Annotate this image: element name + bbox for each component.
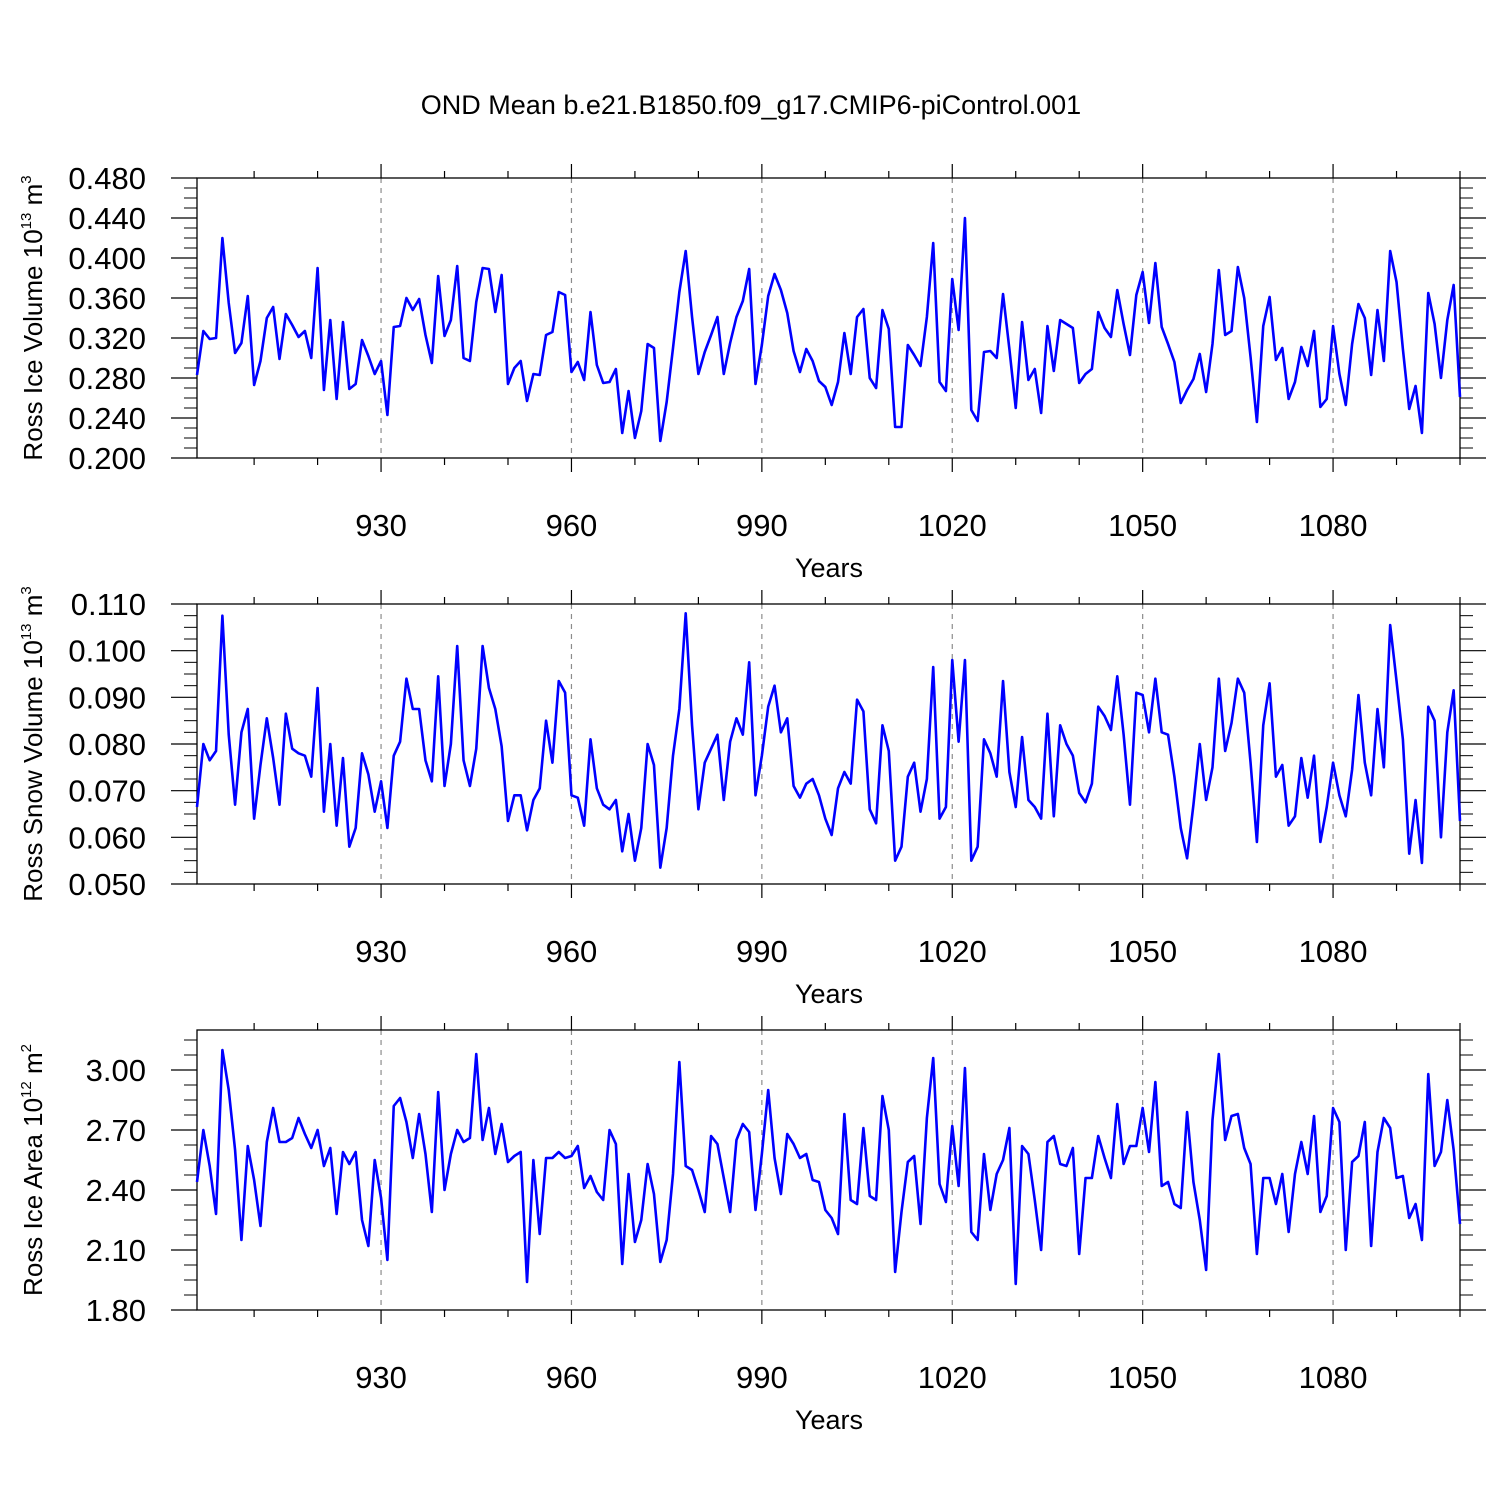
y-tick-label: 0.480 [68, 161, 146, 196]
y-axis-label: Ross Ice Volume 1013 m3 [18, 175, 48, 460]
ice-area-panel: 1.80 2.10 2.40 2.70 3.00 930 960 990 1020 1050 108… [18, 1016, 1486, 1435]
ice-volume-panel: 0.200 0.240 0.280 0.320 0.360 0.400 0.440 0.480… [18, 161, 1486, 583]
x-tick-label: 930 [355, 934, 407, 969]
y-tick-label: 0.280 [68, 361, 146, 396]
x-tick-label: 960 [546, 934, 598, 969]
x-tick-label: 960 [546, 508, 598, 543]
x-tick-label: 1020 [918, 934, 987, 969]
y-tick-label: 2.10 [86, 1233, 146, 1268]
chart-panels: 0.200 0.240 0.280 0.320 0.360 0.400 0.440 0.480… [18, 161, 1486, 1435]
y-tick-label: 0.080 [68, 727, 146, 762]
x-tick-label: 1020 [918, 1360, 987, 1395]
x-tick-label: 1080 [1299, 1360, 1368, 1395]
y-axis-label: Ross Ice Area 1012 m2 [18, 1044, 48, 1296]
y-tick-label: 0.090 [68, 680, 146, 715]
y-tick-label: 1.80 [86, 1293, 146, 1328]
x-tick-label: 930 [355, 1360, 407, 1395]
y-tick-label: 0.050 [68, 867, 146, 902]
x-tick-label: 960 [546, 1360, 598, 1395]
x-tick-label: 1050 [1108, 1360, 1177, 1395]
y-tick-label: 2.70 [86, 1113, 146, 1148]
x-tick-label: 1020 [918, 508, 987, 543]
y-tick-label: 0.100 [68, 634, 146, 669]
y-tick-label: 0.320 [68, 321, 146, 356]
y-tick-label: 0.110 [71, 587, 146, 622]
y-tick-label: 0.070 [68, 774, 146, 809]
snow-volume-series-line [195, 612, 1462, 869]
x-tick-label: 930 [355, 508, 407, 543]
x-tick-label: 1050 [1108, 508, 1177, 543]
plot-frame [196, 1029, 1461, 1311]
y-tick-label: 0.200 [68, 441, 146, 476]
x-axis-label: Years [795, 1405, 863, 1435]
y-tick-label: 0.360 [68, 281, 146, 316]
y-tick-label: 0.240 [68, 401, 146, 436]
x-axis-label: Years [795, 553, 863, 583]
x-axis-label: Years [795, 979, 863, 1009]
snow-volume-panel: 0.050 0.060 0.070 0.080 0.090 0.100 0.110 930 96… [18, 586, 1486, 1009]
x-tick-label: 990 [736, 508, 788, 543]
x-tick-label: 1080 [1299, 508, 1368, 543]
ice-volume-series-line [195, 216, 1462, 443]
ice-area-series-line [195, 1048, 1462, 1286]
y-axis-label: Ross Snow Volume 1013 m3 [18, 586, 48, 902]
x-tick-label: 990 [736, 1360, 788, 1395]
y-tick-label: 0.440 [68, 201, 146, 236]
y-tick-label: 0.400 [68, 241, 146, 276]
x-tick-label: 990 [736, 934, 788, 969]
chart-title: OND Mean b.e21.B1850.f09_g17.CMIP6-piCon… [421, 90, 1081, 120]
y-tick-label: 3.00 [86, 1053, 146, 1088]
y-tick-label: 0.060 [68, 820, 146, 855]
x-tick-label: 1080 [1299, 934, 1368, 969]
plot-frame [196, 603, 1461, 885]
x-tick-label: 1050 [1108, 934, 1177, 969]
y-tick-label: 2.40 [86, 1173, 146, 1208]
